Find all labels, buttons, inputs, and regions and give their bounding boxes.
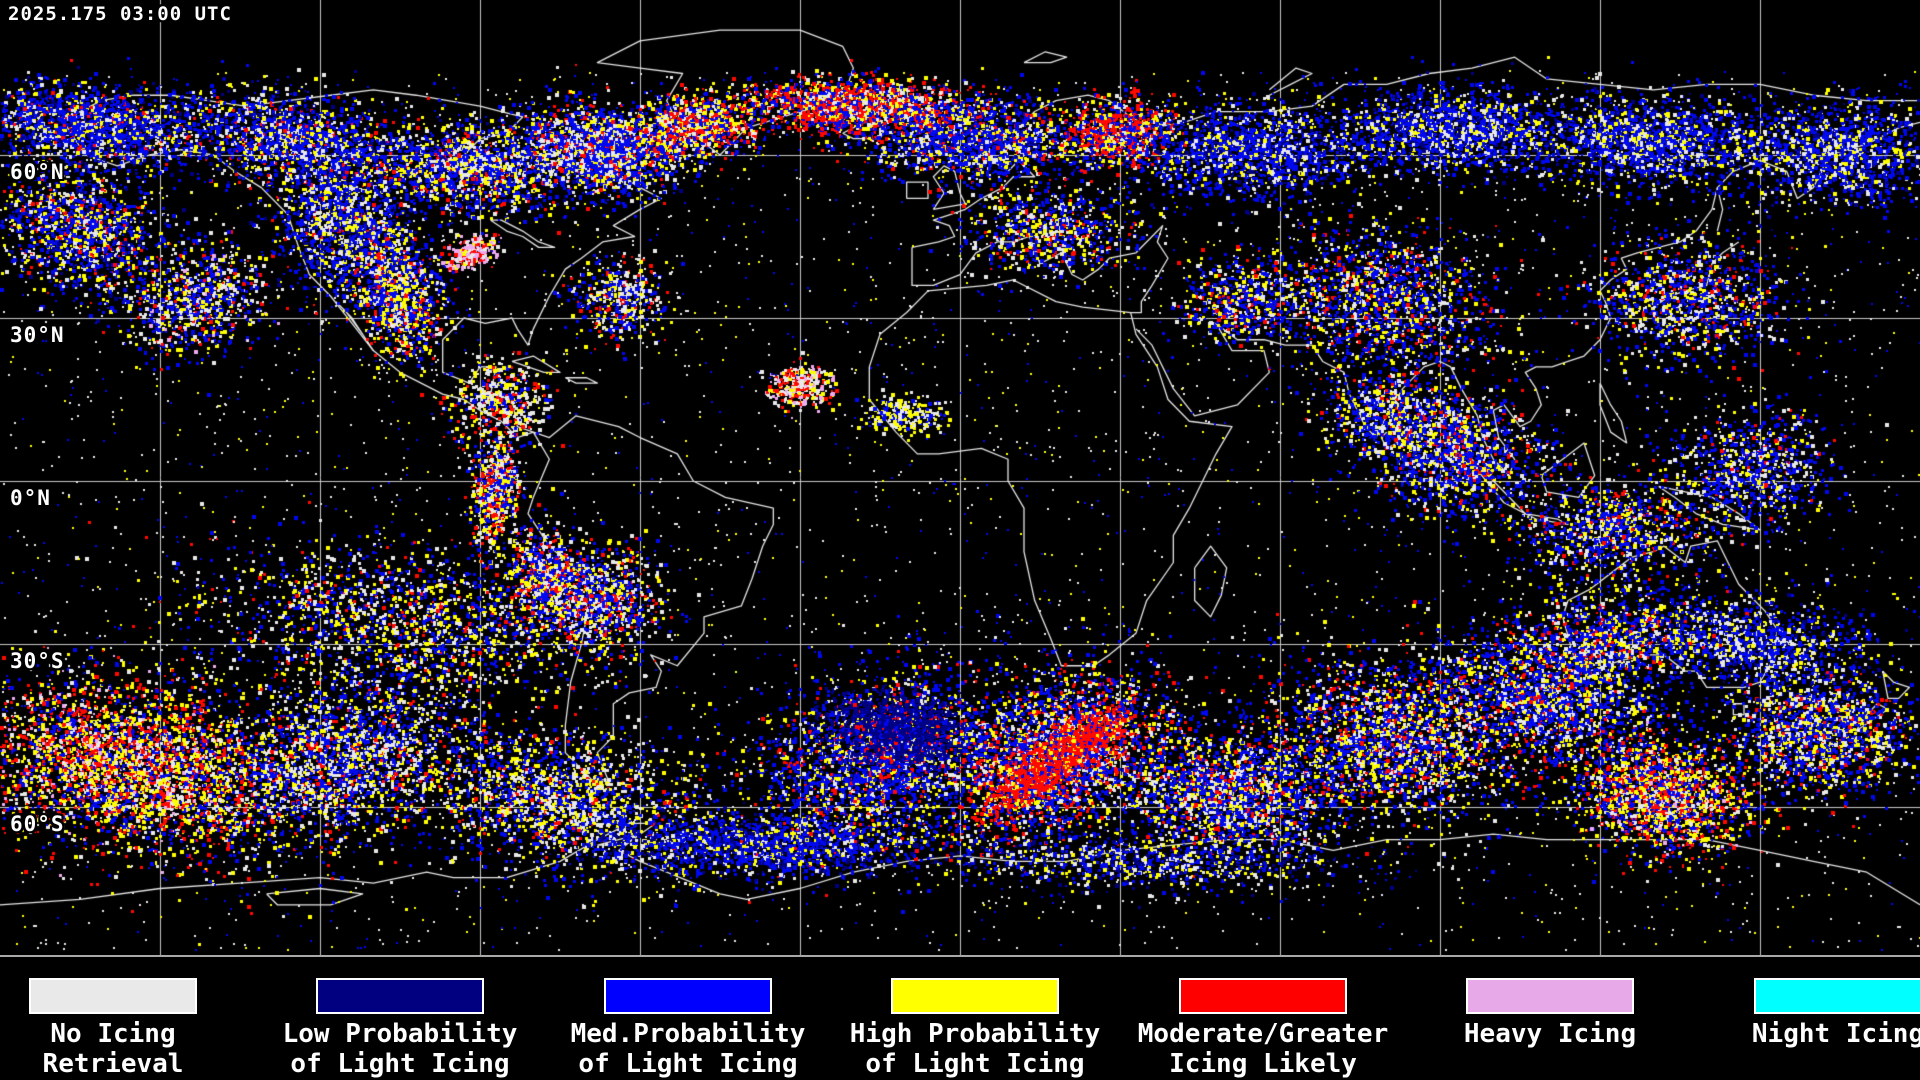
legend-label-line2: of Light Icing [578,1049,798,1079]
legend-swatch-high-probability [891,978,1059,1014]
lat-label-0n: 0°N [10,486,51,510]
legend-label-line1: Low Probability [282,1019,518,1049]
legend-swatch-moderate-greater [1179,978,1347,1014]
map-legend-separator [0,955,1920,957]
legend-swatch-no-icing [29,978,197,1014]
legend-label-line2: Retrieval [42,1049,184,1079]
legend: No Icing Retrieval Low Probability of Li… [0,958,1920,1080]
legend-swatch-low-probability [316,978,484,1014]
lat-label-30n: 30°N [10,323,65,347]
legend-item-moderate-greater: Moderate/Greater Icing Likely [1113,978,1413,1079]
legend-swatch-heavy-icing [1466,978,1634,1014]
legend-label-line2: of Light Icing [290,1049,510,1079]
legend-swatch-night-icing [1754,978,1920,1014]
timestamp-label: 2025.175 03:00 UTC [8,3,232,25]
legend-item-no-icing-retrieval: No Icing Retrieval [0,978,263,1079]
legend-item-low-probability: Low Probability of Light Icing [250,978,550,1079]
legend-item-heavy-icing: Heavy Icing [1400,978,1700,1049]
legend-label-line1: High Probability [849,1019,1101,1049]
legend-label-line2: of Light Icing [865,1049,1085,1079]
legend-label-line1: Moderate/Greater [1137,1019,1389,1049]
lat-label-60s: 60°S [10,812,65,836]
legend-label-line1: Med.Probability [570,1019,806,1049]
lat-label-30s: 30°S [10,649,65,673]
legend-swatch-med-probability [604,978,772,1014]
icing-map-canvas [0,0,1920,955]
legend-label-line2: Icing Likely [1169,1049,1357,1079]
legend-label-line1: Heavy Icing [1463,1019,1637,1049]
lat-label-60n: 60°N [10,160,65,184]
legend-label-line1: Night Icing [1751,1019,1920,1049]
legend-item-night-icing: Night Icing [1688,978,1920,1049]
legend-label-line1: No Icing [50,1019,176,1049]
legend-item-high-probability: High Probability of Light Icing [825,978,1125,1079]
legend-item-med-probability: Med.Probability of Light Icing [538,978,838,1079]
